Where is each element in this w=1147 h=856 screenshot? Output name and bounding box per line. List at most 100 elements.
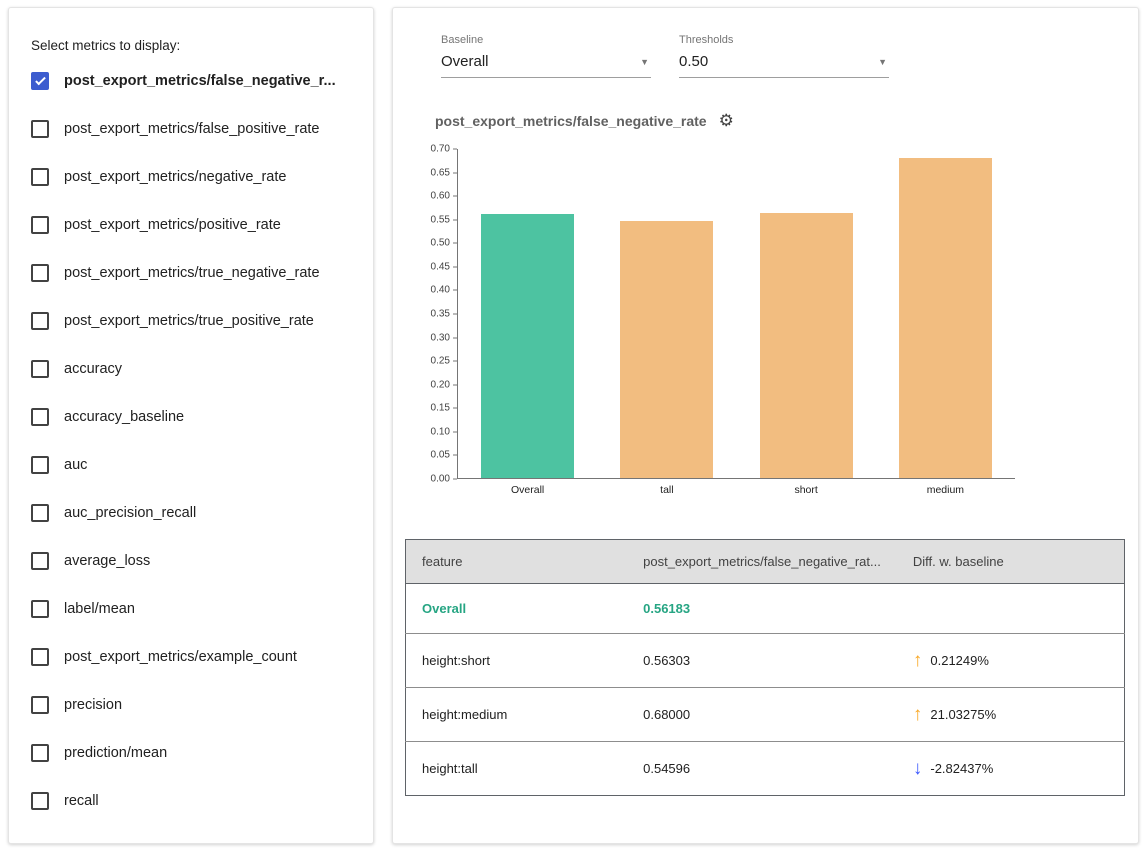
- bar-Overall[interactable]: [481, 214, 574, 478]
- metric-checkbox-row[interactable]: prediction/mean: [31, 729, 351, 777]
- y-axis-tick: 0.05: [431, 450, 457, 461]
- checkbox-unchecked-icon[interactable]: [31, 264, 49, 282]
- chart-header: post_export_metrics/false_negative_rate …: [435, 112, 1126, 129]
- metric-label: prediction/mean: [64, 745, 167, 761]
- bar-slot: tall: [620, 149, 713, 478]
- metric-label: label/mean: [64, 601, 135, 617]
- metric-value-cell: 0.54596: [627, 742, 897, 796]
- diff-cell: [897, 584, 1125, 634]
- trend-up-icon: ↑: [913, 650, 923, 671]
- bar-slot: medium: [899, 149, 992, 478]
- checkbox-unchecked-icon[interactable]: [31, 216, 49, 234]
- metric-value-cell: 0.68000: [627, 688, 897, 742]
- metric-label: auc: [64, 457, 87, 473]
- y-axis-tick: 0.40: [431, 285, 457, 296]
- metric-checkbox-row[interactable]: auc: [31, 441, 351, 489]
- baseline-select-value-row[interactable]: Overall ▼: [441, 50, 651, 78]
- feature-cell: height:short: [406, 634, 628, 688]
- y-axis-tick: 0.15: [431, 403, 457, 414]
- metric-checkbox-row[interactable]: accuracy_baseline: [31, 393, 351, 441]
- y-axis-tick: 0.10: [431, 426, 457, 437]
- diff-value: 0.21249%: [930, 653, 989, 668]
- col-header-metric: post_export_metrics/false_negative_rat..…: [627, 540, 897, 584]
- metric-label: accuracy_baseline: [64, 409, 184, 425]
- bar-short[interactable]: [760, 213, 853, 478]
- checkbox-unchecked-icon[interactable]: [31, 504, 49, 522]
- diff-value: 21.03275%: [930, 707, 996, 722]
- sidebar-title: Select metrics to display:: [31, 38, 351, 53]
- metric-checkbox-row[interactable]: post_export_metrics/true_negative_rate: [31, 249, 351, 297]
- thresholds-select[interactable]: Thresholds 0.50 ▼: [679, 34, 889, 78]
- checkbox-unchecked-icon[interactable]: [31, 648, 49, 666]
- baseline-select[interactable]: Baseline Overall ▼: [441, 34, 651, 78]
- diff-value: -2.82437%: [930, 761, 993, 776]
- metric-checkbox-row[interactable]: accuracy: [31, 345, 351, 393]
- feature-cell: height:tall: [406, 742, 628, 796]
- checkbox-unchecked-icon[interactable]: [31, 408, 49, 426]
- metrics-sidebar: Select metrics to display: post_export_m…: [8, 7, 374, 844]
- checkbox-unchecked-icon[interactable]: [31, 552, 49, 570]
- metric-label: post_export_metrics/true_negative_rate: [64, 265, 320, 281]
- col-header-feature: feature: [406, 540, 628, 584]
- metric-checkbox-row[interactable]: auc_precision_recall: [31, 489, 351, 537]
- feature-cell: Overall: [406, 584, 628, 634]
- feature-cell: height:medium: [406, 688, 628, 742]
- checkbox-unchecked-icon[interactable]: [31, 168, 49, 186]
- x-axis-label: medium: [927, 484, 964, 496]
- checkbox-unchecked-icon[interactable]: [31, 120, 49, 138]
- metric-checkbox-row[interactable]: post_export_metrics/positive_rate: [31, 201, 351, 249]
- table-row[interactable]: height:short0.56303↑0.21249%: [406, 634, 1125, 688]
- y-axis-tick: 0.45: [431, 261, 457, 272]
- y-axis-tick: 0.50: [431, 238, 457, 249]
- thresholds-select-value: 0.50: [679, 53, 708, 70]
- table-row[interactable]: height:medium0.68000↑21.03275%: [406, 688, 1125, 742]
- metric-checkbox-row[interactable]: post_export_metrics/false_negative_r...: [31, 57, 351, 105]
- checkbox-unchecked-icon[interactable]: [31, 744, 49, 762]
- y-axis-tick: 0.65: [431, 167, 457, 178]
- baseline-select-label: Baseline: [441, 34, 651, 46]
- checkbox-checked-icon[interactable]: [31, 72, 49, 90]
- metric-checkbox-row[interactable]: post_export_metrics/true_positive_rate: [31, 297, 351, 345]
- metric-checkbox-row[interactable]: label/mean: [31, 585, 351, 633]
- chevron-down-icon: ▼: [878, 57, 887, 67]
- table-row[interactable]: Overall0.56183: [406, 584, 1125, 634]
- main-panel: Baseline Overall ▼ Thresholds 0.50 ▼ pos…: [392, 7, 1139, 844]
- checkbox-unchecked-icon[interactable]: [31, 456, 49, 474]
- metric-checkbox-row[interactable]: average_loss: [31, 537, 351, 585]
- checkbox-unchecked-icon[interactable]: [31, 696, 49, 714]
- diff-cell: ↑21.03275%: [897, 688, 1125, 742]
- checkbox-unchecked-icon[interactable]: [31, 792, 49, 810]
- metric-label: post_export_metrics/positive_rate: [64, 217, 281, 233]
- thresholds-select-value-row[interactable]: 0.50 ▼: [679, 50, 889, 78]
- checkbox-unchecked-icon[interactable]: [31, 600, 49, 618]
- metric-checkbox-row[interactable]: post_export_metrics/negative_rate: [31, 153, 351, 201]
- checkbox-unchecked-icon[interactable]: [31, 312, 49, 330]
- metric-checkbox-row[interactable]: recall: [31, 777, 351, 825]
- x-axis-label: Overall: [511, 484, 544, 496]
- y-axis-tick: 0.30: [431, 332, 457, 343]
- y-axis: 0.000.050.100.150.200.250.300.350.400.45…: [415, 149, 457, 479]
- bar-slot: short: [760, 149, 853, 478]
- bar-chart: 0.000.050.100.150.200.250.300.350.400.45…: [415, 149, 1027, 511]
- metric-label: post_export_metrics/example_count: [64, 649, 297, 665]
- metric-value-cell: 0.56183: [627, 584, 897, 634]
- metric-checkbox-row[interactable]: precision: [31, 681, 351, 729]
- table-row[interactable]: height:tall0.54596 ↓ -2.82437%: [406, 742, 1125, 796]
- plot-area: Overall tall short medium: [457, 149, 1015, 479]
- bar-medium[interactable]: [899, 158, 992, 478]
- metric-label: post_export_metrics/false_negative_r...: [64, 73, 336, 89]
- checkbox-unchecked-icon[interactable]: [31, 360, 49, 378]
- metric-checkbox-row[interactable]: post_export_metrics/false_positive_rate: [31, 105, 351, 153]
- table-header-row: feature post_export_metrics/false_negati…: [406, 540, 1125, 584]
- metric-checkbox-row[interactable]: post_export_metrics/example_count: [31, 633, 351, 681]
- metric-label: auc_precision_recall: [64, 505, 196, 521]
- gear-icon[interactable]: ⚙: [719, 112, 734, 129]
- metric-label: accuracy: [64, 361, 122, 377]
- trend-down-icon: ↓: [913, 758, 923, 779]
- baseline-select-value: Overall: [441, 53, 489, 70]
- chart-title: post_export_metrics/false_negative_rate: [435, 113, 707, 129]
- bar-tall[interactable]: [620, 221, 713, 478]
- metric-label: post_export_metrics/true_positive_rate: [64, 313, 314, 329]
- bar-slot: Overall: [481, 149, 574, 478]
- metric-label: post_export_metrics/false_positive_rate: [64, 121, 320, 137]
